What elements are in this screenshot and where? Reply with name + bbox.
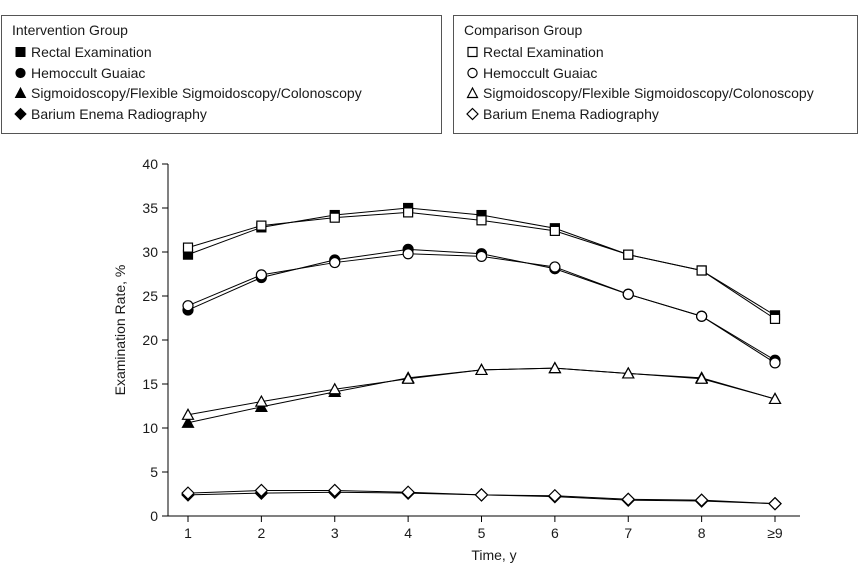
legend-label: Barium Enema Radiography — [483, 105, 659, 122]
legend-item: Barium Enema Radiography — [461, 104, 850, 125]
series-line — [187, 248, 776, 361]
data-point — [548, 361, 562, 374]
legend-title: Intervention Group — [12, 22, 128, 38]
legend-item: Barium Enema Radiography — [9, 104, 434, 125]
series-circle-filled — [182, 243, 781, 366]
data-point — [768, 496, 782, 511]
data-point — [256, 220, 267, 231]
legend-title: Comparison Group — [464, 22, 583, 38]
legend-label: Sigmoidoscopy/Flexible Sigmoidoscopy/Col… — [31, 85, 362, 102]
y-tick-label: 20 — [142, 332, 158, 348]
y-ticks: 0 5 10 15 20 25 30 35 40 — [142, 156, 168, 524]
data-point — [474, 363, 489, 376]
x-tick-label: 8 — [698, 525, 706, 541]
data-point — [622, 288, 634, 300]
data-point — [182, 300, 194, 312]
y-tick-label: 5 — [150, 464, 158, 480]
filled-diamond-icon — [14, 107, 27, 120]
data-point — [769, 313, 781, 324]
series-line — [187, 367, 776, 416]
open-triangle-icon — [466, 86, 479, 99]
data-point — [476, 215, 487, 226]
legend-item: Sigmoidoscopy/Flexible Sigmoidoscopy/Col… — [461, 83, 850, 104]
x-tick-label: 3 — [331, 525, 339, 541]
legend-comparison: Comparison Group Rectal Examination Hemo… — [453, 15, 858, 134]
series-line — [187, 367, 776, 424]
x-tick-label: 5 — [478, 525, 486, 541]
legend-label: Sigmoidoscopy/Flexible Sigmoidoscopy/Col… — [483, 85, 814, 102]
data-point — [549, 225, 560, 236]
series-circle-open — [182, 248, 781, 369]
legend-item: Rectal Examination — [461, 42, 850, 63]
series-square-open — [182, 207, 781, 324]
x-tick-label: 2 — [257, 525, 265, 541]
data-point — [401, 485, 415, 500]
data-point — [181, 415, 195, 428]
data-point — [327, 483, 342, 498]
data-point — [181, 486, 195, 500]
x-tick-label: 6 — [551, 525, 559, 541]
open-diamond-icon — [466, 107, 479, 121]
data-point — [254, 483, 269, 498]
legend-label: Rectal Examination — [483, 44, 604, 61]
data-point — [329, 256, 341, 269]
filled-triangle-icon — [14, 87, 27, 99]
legend-label: Hemoccult Guaiac — [483, 64, 598, 81]
legend-item: Rectal Examination — [9, 42, 434, 63]
data-point — [402, 248, 414, 260]
data-point — [696, 265, 707, 276]
y-tick-label: 0 — [150, 508, 158, 524]
x-tick-label: 7 — [624, 525, 632, 541]
open-circle-icon — [467, 67, 478, 78]
legend-item: Hemoccult Guaiac — [9, 63, 434, 84]
x-axis-label: Time, y — [471, 547, 516, 563]
x-ticks: 1 2 3 4 5 6 7 8 ≥9 — [184, 516, 783, 541]
y-tick-label: 25 — [142, 288, 158, 304]
series-triangle-open — [181, 361, 782, 420]
legend-item: Sigmoidoscopy/Flexible Sigmoidoscopy/Col… — [9, 83, 434, 104]
legend-label: Barium Enema Radiography — [31, 105, 207, 122]
data-point — [549, 261, 561, 273]
y-tick-label: 30 — [142, 244, 158, 260]
data-point — [474, 488, 489, 502]
open-square-icon — [467, 47, 478, 58]
filled-circle-icon — [15, 67, 26, 78]
data-point — [548, 488, 562, 503]
y-tick-label: 35 — [142, 200, 158, 216]
x-tick-label: ≥9 — [767, 525, 783, 541]
data-point — [696, 310, 708, 322]
data-point — [401, 371, 415, 384]
series-line — [187, 253, 776, 364]
data-point — [769, 357, 781, 369]
data-point — [768, 392, 782, 405]
data-point — [621, 492, 636, 507]
data-point — [623, 249, 634, 260]
y-axis-label: Examination Rate, % — [112, 265, 128, 396]
data-point — [254, 394, 268, 407]
data-point — [328, 382, 342, 395]
series-layer — [181, 202, 782, 511]
data-point — [695, 371, 709, 384]
data-point — [403, 207, 414, 218]
data-point — [475, 250, 488, 262]
x-tick-label: 1 — [184, 525, 192, 541]
legend-label: Rectal Examination — [31, 44, 152, 61]
y-tick-label: 15 — [142, 376, 158, 392]
series-diamond-open — [181, 483, 782, 511]
series-line — [187, 211, 776, 320]
data-point — [694, 493, 709, 508]
y-tick-label: 40 — [142, 156, 158, 172]
y-tick-label: 10 — [142, 420, 158, 436]
data-point — [255, 269, 267, 281]
x-tick-label: 4 — [404, 525, 412, 541]
data-point — [182, 242, 194, 253]
legend-label: Hemoccult Guaiac — [31, 64, 146, 81]
legend-item: Hemoccult Guaiac — [461, 63, 850, 84]
data-point — [329, 212, 340, 223]
data-point — [621, 366, 635, 379]
filled-square-icon — [15, 47, 26, 58]
data-point — [181, 408, 195, 420]
legend-intervention: Intervention Group Rectal Examination He… — [1, 15, 442, 134]
